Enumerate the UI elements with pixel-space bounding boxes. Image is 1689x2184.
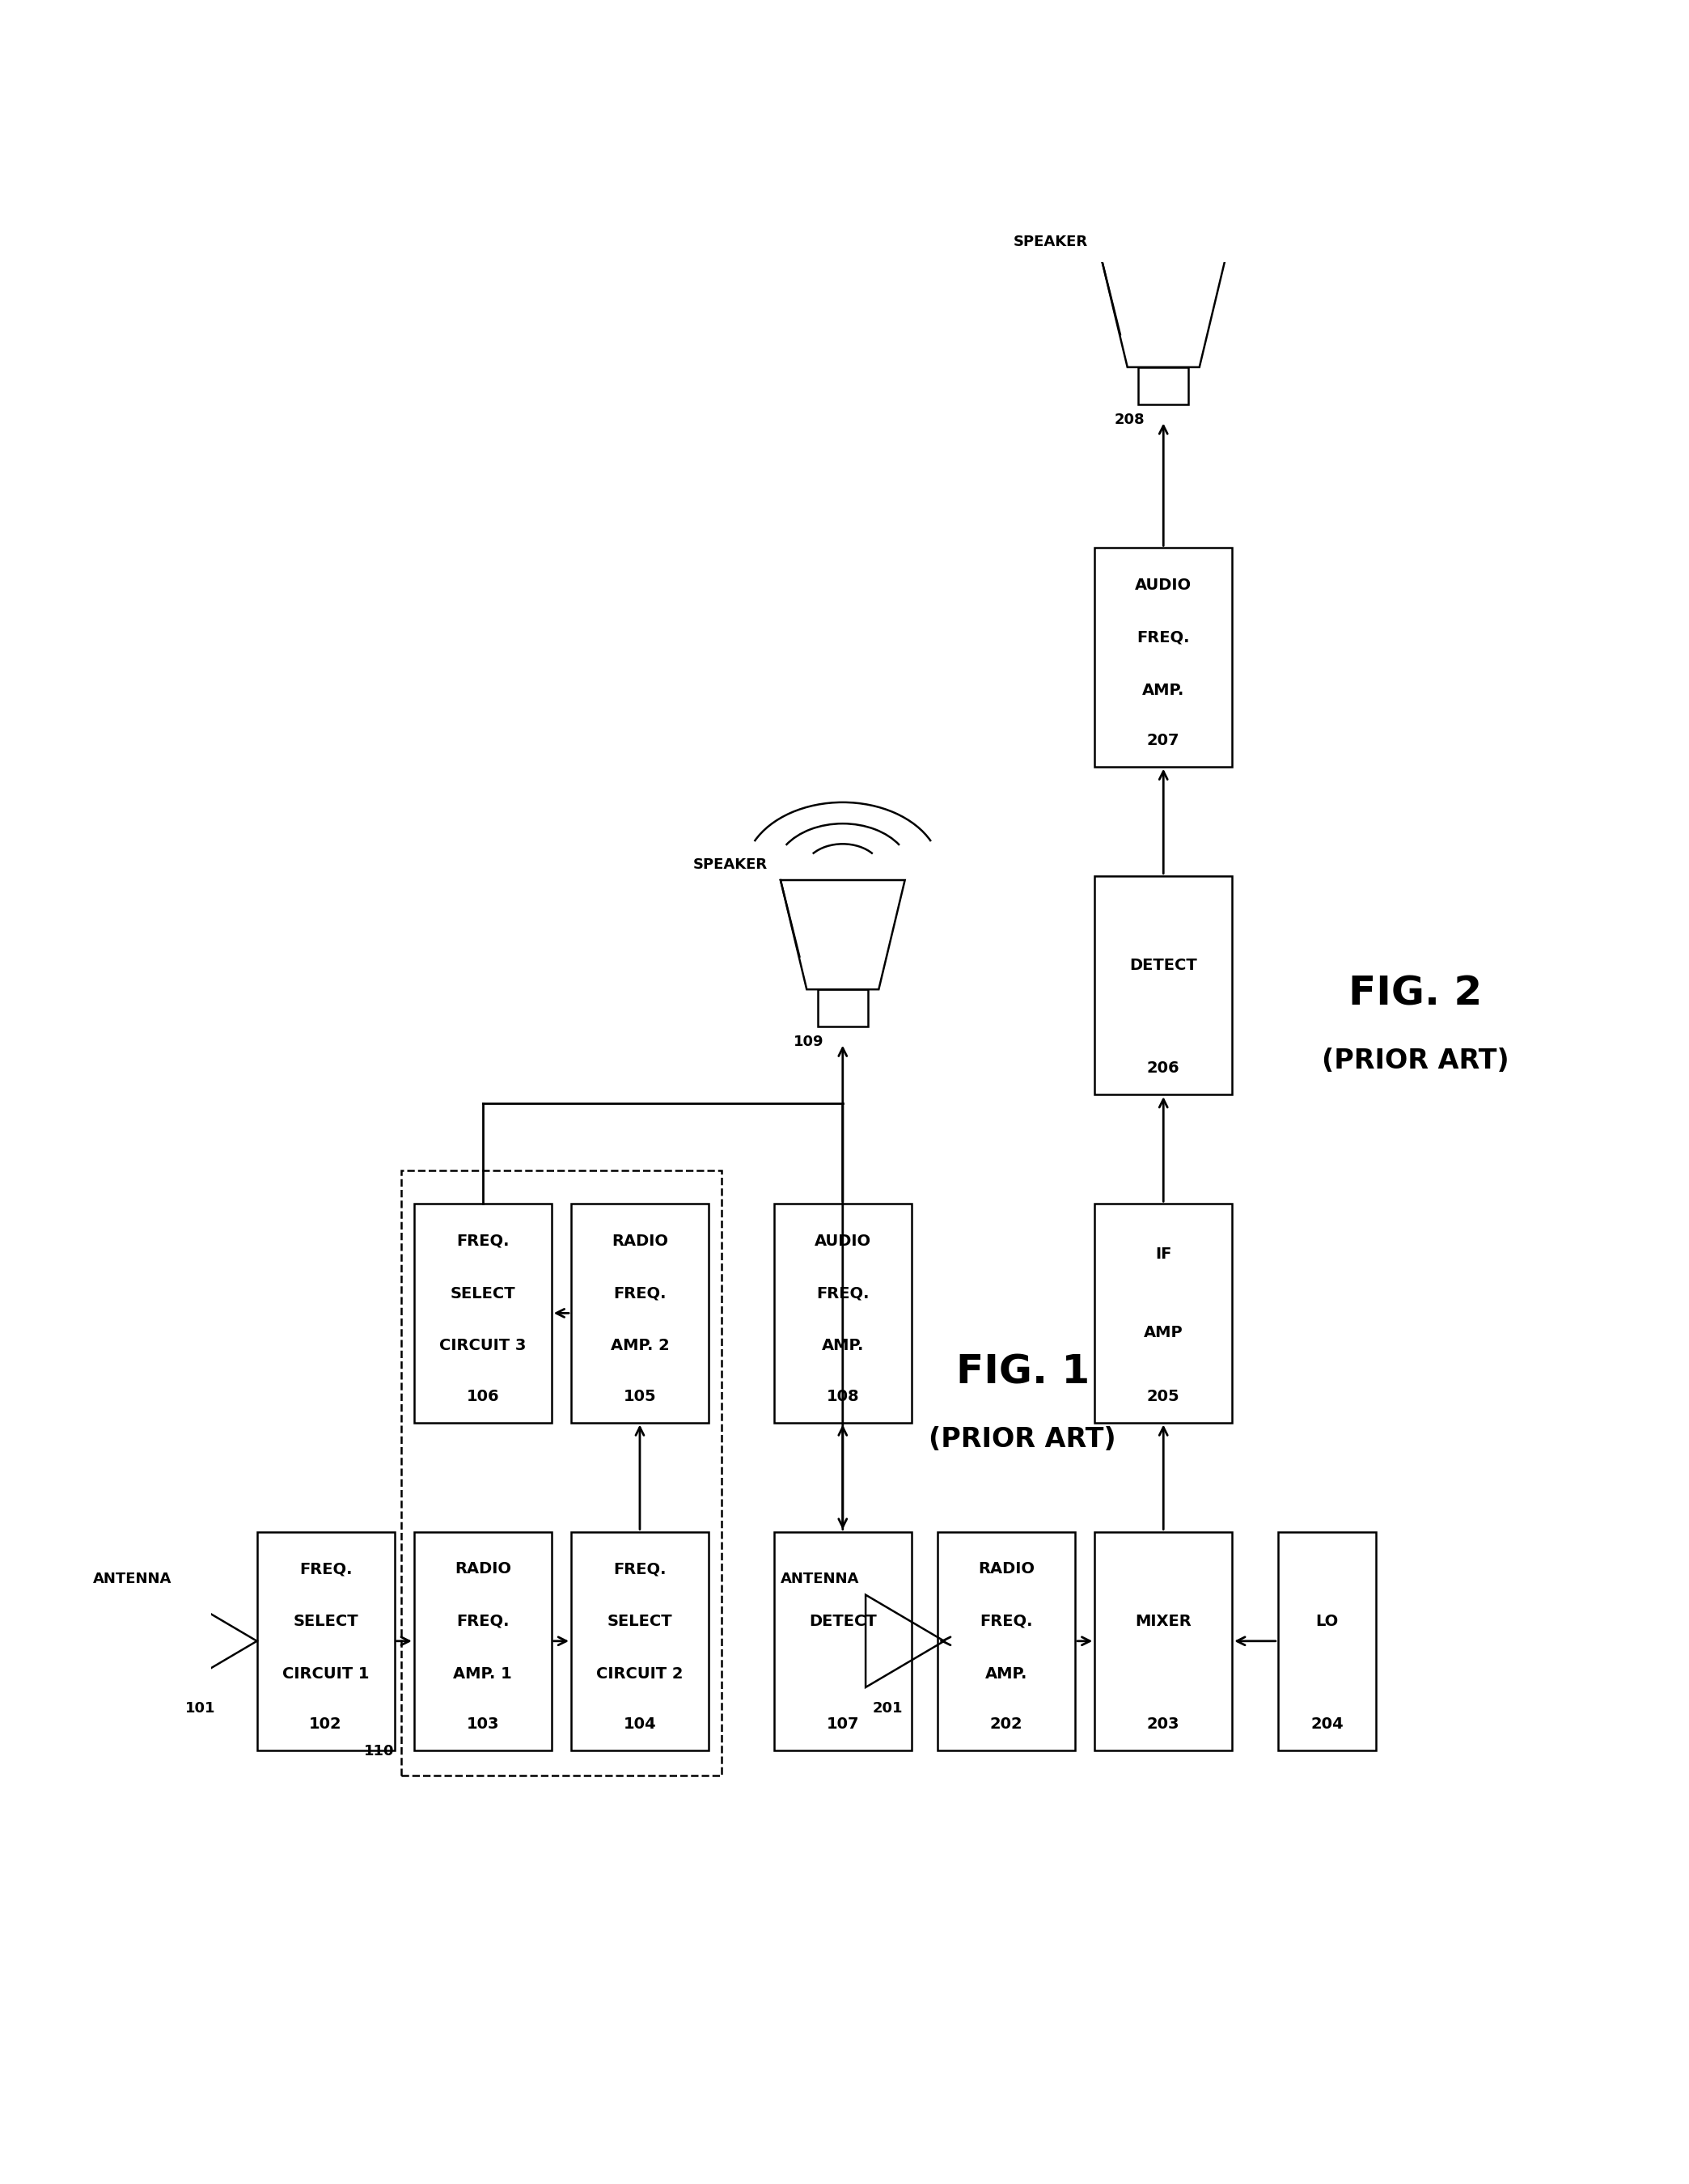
Text: DETECT: DETECT: [1130, 959, 1198, 974]
Text: AMP. 2: AMP. 2: [610, 1339, 669, 1354]
Text: RADIO: RADIO: [611, 1234, 669, 1249]
Bar: [400, 1171, 721, 1776]
Text: 105: 105: [623, 1389, 657, 1404]
Text: 204: 204: [1311, 1717, 1343, 1732]
Text: 202: 202: [990, 1717, 1024, 1732]
Text: DETECT: DETECT: [809, 1614, 877, 1629]
Text: FREQ.: FREQ.: [456, 1614, 508, 1629]
Text: AMP: AMP: [1143, 1326, 1182, 1341]
Text: AMP.: AMP.: [1142, 681, 1184, 697]
Bar: [1094, 1531, 1233, 1749]
Text: 110: 110: [365, 1745, 394, 1758]
Bar: [937, 1531, 1076, 1749]
Text: FREQ.: FREQ.: [980, 1614, 1032, 1629]
Bar: [774, 1531, 912, 1749]
Bar: [1094, 876, 1233, 1094]
Text: 104: 104: [623, 1717, 657, 1732]
Text: 102: 102: [309, 1717, 343, 1732]
Text: FREQ.: FREQ.: [456, 1234, 508, 1249]
Bar: [774, 1203, 912, 1422]
Text: ANTENNA: ANTENNA: [780, 1572, 860, 1586]
Text: FREQ.: FREQ.: [613, 1562, 665, 1577]
Text: SELECT: SELECT: [294, 1614, 358, 1629]
Text: (PRIOR ART): (PRIOR ART): [929, 1426, 1116, 1452]
Text: 101: 101: [184, 1701, 215, 1714]
Text: 103: 103: [466, 1717, 500, 1732]
Text: SPEAKER: SPEAKER: [1013, 236, 1088, 249]
Text: 206: 206: [1147, 1061, 1181, 1077]
Text: 201: 201: [872, 1701, 902, 1714]
Text: CIRCUIT 3: CIRCUIT 3: [439, 1339, 527, 1354]
Text: 106: 106: [466, 1389, 500, 1404]
Text: IF: IF: [1155, 1247, 1172, 1262]
Text: AMP.: AMP.: [821, 1339, 863, 1354]
Bar: [817, 989, 868, 1026]
Text: AMP.: AMP.: [985, 1666, 1027, 1682]
Text: 208: 208: [1115, 413, 1145, 428]
Text: MIXER: MIXER: [1135, 1614, 1192, 1629]
Text: RADIO: RADIO: [978, 1562, 1035, 1577]
Text: 207: 207: [1147, 732, 1181, 749]
Text: CIRCUIT 2: CIRCUIT 2: [596, 1666, 684, 1682]
Text: FREQ.: FREQ.: [613, 1286, 665, 1302]
Bar: [1138, 367, 1189, 404]
Bar: [414, 1531, 551, 1749]
Text: FREQ.: FREQ.: [1137, 629, 1189, 644]
Bar: [257, 1531, 394, 1749]
Text: 203: 203: [1147, 1717, 1181, 1732]
Text: SPEAKER: SPEAKER: [692, 856, 767, 871]
Text: LO: LO: [1316, 1614, 1338, 1629]
Bar: [1094, 1203, 1233, 1422]
Bar: [414, 1203, 551, 1422]
Text: SELECT: SELECT: [608, 1614, 672, 1629]
Text: CIRCUIT 1: CIRCUIT 1: [282, 1666, 370, 1682]
Text: ANTENNA: ANTENNA: [93, 1572, 172, 1586]
Text: AUDIO: AUDIO: [814, 1234, 872, 1249]
Text: RADIO: RADIO: [454, 1562, 512, 1577]
Text: (PRIOR ART): (PRIOR ART): [1322, 1048, 1508, 1075]
Bar: [1279, 1531, 1377, 1749]
Text: FREQ.: FREQ.: [299, 1562, 351, 1577]
Text: AMP. 1: AMP. 1: [453, 1666, 512, 1682]
Text: 109: 109: [794, 1035, 824, 1048]
Text: FIG. 1: FIG. 1: [956, 1352, 1089, 1391]
Text: FREQ.: FREQ.: [816, 1286, 870, 1302]
Bar: [571, 1531, 709, 1749]
Text: 108: 108: [826, 1389, 860, 1404]
Text: SELECT: SELECT: [451, 1286, 515, 1302]
Text: 205: 205: [1147, 1389, 1181, 1404]
Text: FIG. 2: FIG. 2: [1348, 974, 1483, 1013]
Bar: [571, 1203, 709, 1422]
Text: AUDIO: AUDIO: [1135, 577, 1192, 592]
Text: 107: 107: [826, 1717, 860, 1732]
Bar: [1094, 548, 1233, 767]
